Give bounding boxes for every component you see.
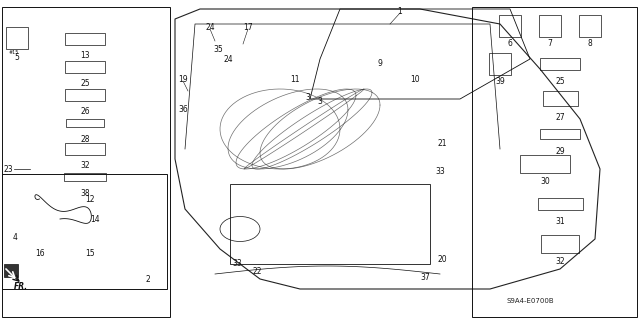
Bar — [540, 129, 580, 139]
Text: 1: 1 — [397, 6, 403, 16]
Bar — [540, 58, 580, 70]
Text: 10: 10 — [410, 75, 420, 84]
Text: 15: 15 — [85, 249, 95, 258]
Text: 12: 12 — [85, 195, 95, 204]
Bar — [541, 235, 579, 253]
Text: 5: 5 — [15, 53, 19, 62]
Text: 32: 32 — [555, 257, 565, 266]
Bar — [2, 174, 167, 289]
Bar — [520, 155, 570, 173]
Text: 22: 22 — [252, 266, 262, 276]
Text: 14: 14 — [90, 214, 100, 224]
Text: 23: 23 — [3, 165, 13, 174]
Text: 31: 31 — [555, 218, 565, 226]
Bar — [472, 7, 637, 317]
Text: 38: 38 — [80, 189, 90, 197]
Text: 33: 33 — [232, 259, 242, 269]
Bar — [230, 184, 430, 264]
Text: S9A4-E0700B: S9A4-E0700B — [506, 298, 554, 304]
Text: 33: 33 — [435, 167, 445, 175]
Text: 4: 4 — [13, 233, 17, 241]
Text: 9: 9 — [378, 60, 383, 69]
Text: 20: 20 — [437, 255, 447, 263]
Text: 27: 27 — [555, 113, 565, 122]
Bar — [539, 15, 561, 37]
Bar — [66, 119, 104, 127]
Text: 28: 28 — [80, 135, 90, 144]
Bar — [65, 33, 105, 45]
Bar — [2, 7, 170, 317]
Bar — [6, 27, 28, 49]
Bar — [65, 143, 105, 155]
Text: 13: 13 — [80, 50, 90, 60]
Text: 37: 37 — [420, 272, 430, 281]
Text: 11: 11 — [291, 75, 300, 84]
Bar — [579, 15, 601, 37]
Bar — [499, 15, 521, 37]
Text: 36: 36 — [178, 105, 188, 114]
Text: 24: 24 — [205, 23, 215, 32]
Text: 26: 26 — [80, 107, 90, 115]
Text: 7: 7 — [548, 40, 552, 48]
Text: 35: 35 — [213, 44, 223, 54]
Text: 30: 30 — [540, 177, 550, 187]
Text: 25: 25 — [555, 78, 565, 86]
Bar — [489, 53, 511, 75]
Bar — [65, 61, 105, 73]
Text: 17: 17 — [243, 23, 253, 32]
Text: #15: #15 — [9, 50, 19, 55]
Text: 21: 21 — [437, 139, 447, 149]
Text: 29: 29 — [555, 147, 565, 157]
Bar — [65, 89, 105, 101]
Text: 19: 19 — [178, 75, 188, 84]
Text: 2: 2 — [146, 275, 150, 284]
Bar — [543, 91, 578, 106]
Text: FR.: FR. — [14, 282, 28, 291]
Bar — [64, 173, 106, 181]
Text: 8: 8 — [588, 40, 593, 48]
Text: 32: 32 — [80, 160, 90, 169]
Text: 25: 25 — [80, 78, 90, 87]
Text: 3: 3 — [305, 93, 310, 101]
Text: 16: 16 — [35, 249, 45, 258]
Text: 24: 24 — [223, 55, 233, 63]
Text: 39: 39 — [495, 78, 505, 86]
Text: 3: 3 — [317, 97, 323, 106]
Bar — [538, 198, 583, 210]
Text: 6: 6 — [508, 40, 513, 48]
Polygon shape — [4, 264, 18, 277]
